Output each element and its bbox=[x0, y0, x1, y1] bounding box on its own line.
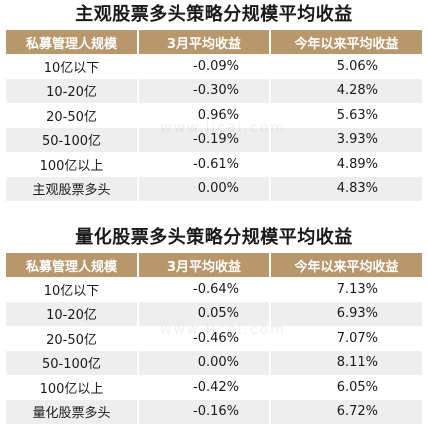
ytd-return-cell: 4.83% bbox=[270, 176, 422, 201]
ytd-return-cell: 5.06% bbox=[270, 54, 422, 79]
scale-cell: 10-20亿 bbox=[6, 78, 139, 103]
table-title: 主观股票多头策略分规模平均收益 bbox=[75, 4, 353, 25]
ytd-return-cell: 8.11% bbox=[270, 350, 422, 375]
ytd-return-cell: 6.05% bbox=[270, 375, 422, 400]
table-row: 50-100亿 0.00% 8.11% bbox=[6, 350, 422, 375]
table-row-total: 主观股票多头 0.00% 4.83% bbox=[6, 176, 422, 201]
scale-cell: 10亿以下 bbox=[6, 277, 139, 302]
table-title: 量化股票多头策略分规模平均收益 bbox=[75, 227, 353, 248]
table-row-total: 量化股票多头 -0.16% 6.72% bbox=[6, 399, 422, 424]
table-row: 10亿以下 -0.09% 5.06% bbox=[6, 54, 422, 79]
column-header-march: 3月平均收益 bbox=[138, 253, 271, 277]
ytd-return-cell: 4.28% bbox=[270, 78, 422, 103]
table-row: 100亿以上 -0.42% 6.05% bbox=[6, 375, 422, 400]
march-return-cell: -0.09% bbox=[138, 54, 271, 79]
ytd-return-cell: 6.72% bbox=[270, 399, 422, 424]
scale-cell: 50-100亿 bbox=[6, 350, 139, 375]
column-header-march: 3月平均收益 bbox=[138, 30, 271, 54]
scale-cell: 50-100亿 bbox=[6, 127, 139, 152]
march-return-cell: 0.00% bbox=[138, 350, 271, 375]
subjective-returns-table: 私募管理人规模 3月平均收益 今年以来平均收益 10亿以下 -0.09% 5.0… bbox=[6, 30, 422, 201]
table-row: 100亿以上 -0.61% 4.89% bbox=[6, 152, 422, 177]
scale-cell: 20-50亿 bbox=[6, 103, 139, 128]
column-header-scale: 私募管理人规模 bbox=[6, 253, 139, 277]
march-return-cell: 0.96% bbox=[138, 103, 271, 128]
march-return-cell: -0.30% bbox=[138, 78, 271, 103]
quant-returns-table: 私募管理人规模 3月平均收益 今年以来平均收益 10亿以下 -0.64% 7.1… bbox=[6, 253, 422, 424]
ytd-return-cell: 7.07% bbox=[270, 326, 422, 351]
march-return-cell: 0.00% bbox=[138, 176, 271, 201]
march-return-cell: -0.42% bbox=[138, 375, 271, 400]
table-row: 50-100亿 -0.19% 3.93% bbox=[6, 127, 422, 152]
ytd-return-cell: 7.13% bbox=[270, 277, 422, 302]
table-row: 20-50亿 -0.46% 7.07% bbox=[6, 326, 422, 351]
march-return-cell: -0.61% bbox=[138, 152, 271, 177]
table-row: 10-20亿 0.05% 6.93% bbox=[6, 301, 422, 326]
ytd-return-cell: 6.93% bbox=[270, 301, 422, 326]
march-return-cell: -0.19% bbox=[138, 127, 271, 152]
scale-cell: 主观股票多头 bbox=[6, 176, 139, 201]
table-row: 10亿以下 -0.64% 7.13% bbox=[6, 277, 422, 302]
ytd-return-cell: 3.93% bbox=[270, 127, 422, 152]
table-row: 20-50亿 0.96% 5.63% bbox=[6, 103, 422, 128]
scale-cell: 10-20亿 bbox=[6, 301, 139, 326]
ytd-return-cell: 4.89% bbox=[270, 152, 422, 177]
table-row: 10-20亿 -0.30% 4.28% bbox=[6, 78, 422, 103]
ytd-return-cell: 5.63% bbox=[270, 103, 422, 128]
subjective-strategy-section: 主观股票多头策略分规模平均收益 私募管理人规模 3月平均收益 今年以来平均收益 … bbox=[6, 0, 422, 201]
scale-cell: 量化股票多头 bbox=[6, 399, 139, 424]
march-return-cell: 0.05% bbox=[138, 301, 271, 326]
column-header-scale: 私募管理人规模 bbox=[6, 30, 139, 54]
column-header-ytd: 今年以来平均收益 bbox=[270, 30, 422, 54]
march-return-cell: -0.16% bbox=[138, 399, 271, 424]
quant-strategy-section: 量化股票多头策略分规模平均收益 私募管理人规模 3月平均收益 今年以来平均收益 … bbox=[6, 223, 422, 424]
header-row: 私募管理人规模 3月平均收益 今年以来平均收益 bbox=[6, 30, 422, 54]
scale-cell: 100亿以上 bbox=[6, 375, 139, 400]
march-return-cell: -0.64% bbox=[138, 277, 271, 302]
scale-cell: 100亿以上 bbox=[6, 152, 139, 177]
header-row: 私募管理人规模 3月平均收益 今年以来平均收益 bbox=[6, 253, 422, 277]
march-return-cell: -0.46% bbox=[138, 326, 271, 351]
scale-cell: 20-50亿 bbox=[6, 326, 139, 351]
column-header-ytd: 今年以来平均收益 bbox=[270, 253, 422, 277]
scale-cell: 10亿以下 bbox=[6, 54, 139, 79]
